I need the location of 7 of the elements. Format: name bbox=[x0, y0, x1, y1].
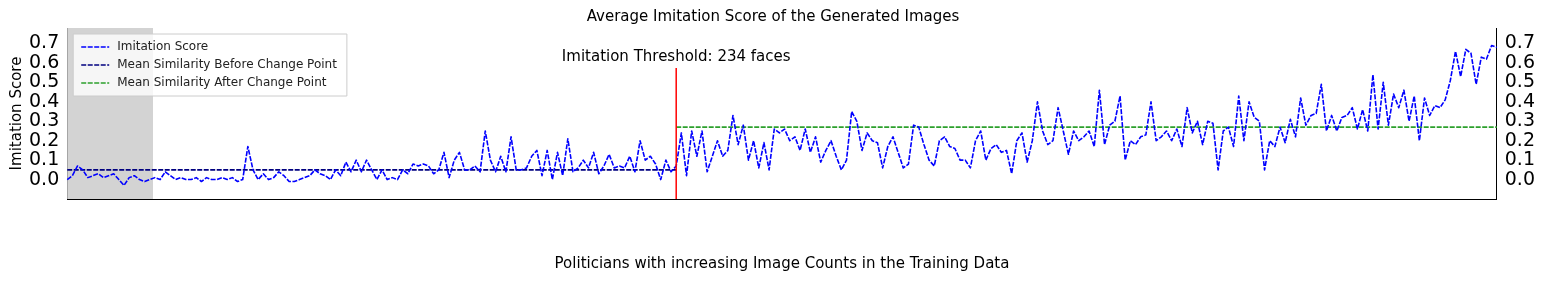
legend-label: Mean Similarity After Change Point bbox=[117, 75, 327, 90]
legend-label: Imitation Score bbox=[117, 39, 209, 54]
x-axis-title: Politicians with increasing Image Counts in the Training Data bbox=[554, 253, 1010, 272]
annotation: Imitation Threshold: 234 faces bbox=[561, 46, 791, 65]
legend-label: Mean Similarity Before Change Point bbox=[117, 57, 338, 72]
chart-title: Average Imitation Score of the Generated Images bbox=[586, 6, 960, 25]
y-axis-title: Imitation Score bbox=[6, 56, 25, 171]
